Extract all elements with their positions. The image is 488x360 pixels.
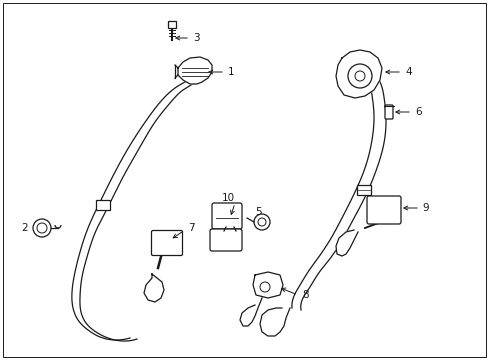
Circle shape xyxy=(258,218,265,226)
Circle shape xyxy=(260,282,269,292)
Text: 8: 8 xyxy=(302,290,308,300)
FancyBboxPatch shape xyxy=(366,196,400,224)
Polygon shape xyxy=(252,272,283,298)
Text: 5: 5 xyxy=(254,207,261,217)
Polygon shape xyxy=(260,308,289,336)
FancyBboxPatch shape xyxy=(212,203,242,229)
Circle shape xyxy=(347,64,371,88)
FancyBboxPatch shape xyxy=(209,229,242,251)
Circle shape xyxy=(37,223,47,233)
Bar xyxy=(96,200,110,210)
Circle shape xyxy=(33,219,51,237)
FancyBboxPatch shape xyxy=(151,230,182,256)
Text: 10: 10 xyxy=(221,193,234,203)
Text: 4: 4 xyxy=(404,67,411,77)
Bar xyxy=(356,185,370,195)
Text: 2: 2 xyxy=(21,223,28,233)
Polygon shape xyxy=(335,50,381,98)
Circle shape xyxy=(354,71,364,81)
Circle shape xyxy=(253,214,269,230)
FancyBboxPatch shape xyxy=(384,105,392,119)
Polygon shape xyxy=(143,274,163,302)
Text: 7: 7 xyxy=(187,223,194,233)
Text: 9: 9 xyxy=(421,203,428,213)
Polygon shape xyxy=(335,230,357,256)
Text: 3: 3 xyxy=(193,33,199,43)
Text: 6: 6 xyxy=(414,107,421,117)
Polygon shape xyxy=(178,57,212,84)
Polygon shape xyxy=(240,298,262,326)
Text: 1: 1 xyxy=(227,67,234,77)
Bar xyxy=(168,21,176,28)
